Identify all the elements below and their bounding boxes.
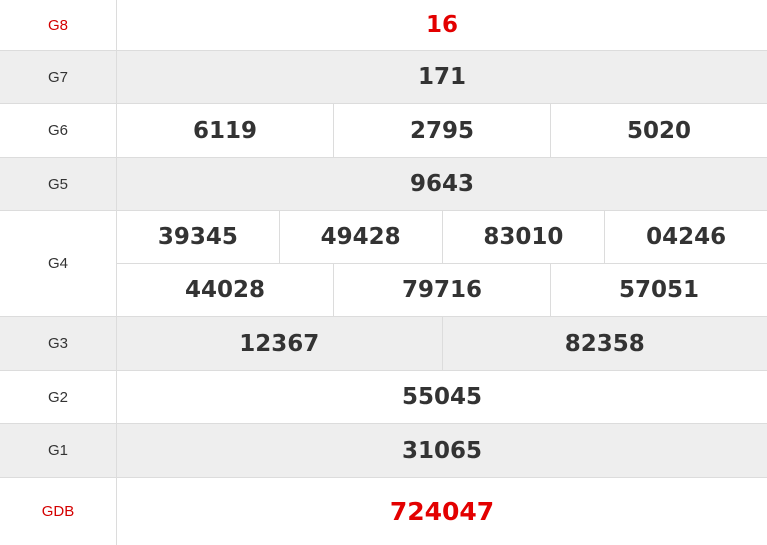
prize-number: 44028 xyxy=(117,264,333,316)
prize-label: G8 xyxy=(0,0,117,50)
prize-number: 83010 xyxy=(442,211,605,263)
prize-number: 12367 xyxy=(117,317,442,370)
prize-label: G6 xyxy=(0,104,117,157)
prize-row-g4: G4 39345 49428 83010 04246 44028 79716 5… xyxy=(0,211,767,317)
prize-number: 9643 xyxy=(117,158,767,210)
prize-number: 55045 xyxy=(117,371,767,423)
prize-row-g3: G3 12367 82358 xyxy=(0,317,767,371)
prize-row-g5: G5 9643 xyxy=(0,158,767,211)
prize-row-g7: G7 171 xyxy=(0,51,767,104)
prize-number: 82358 xyxy=(442,317,767,370)
prize-row-g6: G6 6119 2795 5020 xyxy=(0,104,767,158)
special-prize-number: 724047 xyxy=(117,478,767,545)
prize-number: 16 xyxy=(117,0,767,50)
prize-number: 6119 xyxy=(117,104,333,157)
prize-number: 04246 xyxy=(604,211,767,263)
prize-row-g2: G2 55045 xyxy=(0,371,767,424)
prize-number: 57051 xyxy=(550,264,767,316)
prize-label: G5 xyxy=(0,158,117,210)
prize-label: G7 xyxy=(0,51,117,103)
prize-number: 49428 xyxy=(279,211,442,263)
prize-number: 31065 xyxy=(117,424,767,477)
prize-label: GDB xyxy=(0,478,117,545)
prize-label: G4 xyxy=(0,211,117,316)
prize-number: 79716 xyxy=(333,264,550,316)
prize-row-g8: G8 16 xyxy=(0,0,767,51)
prize-row-g1: G1 31065 xyxy=(0,424,767,478)
prize-number: 5020 xyxy=(550,104,767,157)
prize-label: G2 xyxy=(0,371,117,423)
prize-row-special: GDB 724047 xyxy=(0,478,767,545)
prize-label: G3 xyxy=(0,317,117,370)
prize-number: 39345 xyxy=(117,211,279,263)
prize-number: 171 xyxy=(117,51,767,103)
prize-label: G1 xyxy=(0,424,117,477)
prize-number: 2795 xyxy=(333,104,550,157)
